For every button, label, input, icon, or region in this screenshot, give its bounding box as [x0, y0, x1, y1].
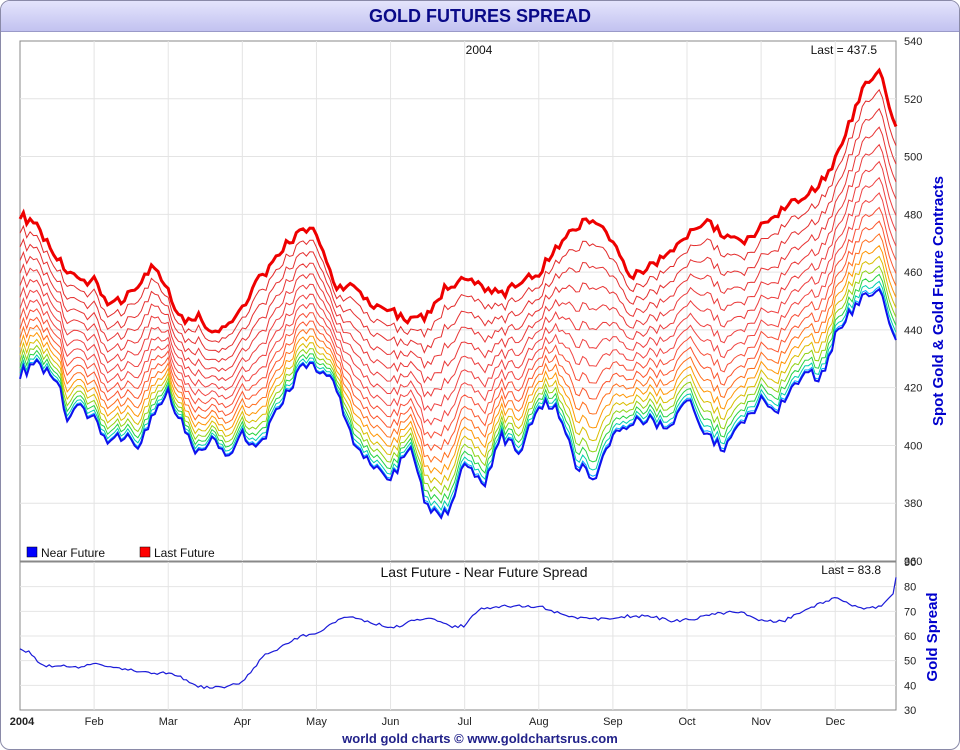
top-panel-last-value: Last = 437.5 — [811, 43, 878, 57]
bottom-y-tick-label: 70 — [904, 606, 916, 618]
futures-contract-line — [19, 255, 897, 486]
futures-contract-line — [19, 265, 897, 496]
futures-contract-line — [19, 126, 897, 370]
futures-contract-line — [19, 206, 897, 439]
x-tick-label: Sep — [603, 716, 623, 728]
futures-contract-line — [19, 143, 897, 384]
bottom-y-tick-label: 40 — [904, 680, 916, 692]
footer-credit: world gold charts © www.goldchartsrus.co… — [342, 731, 618, 746]
top-y-tick-labels: 360 380 400 420 440 460 480 500 520 540 — [904, 36, 922, 568]
top-y-tick-label: 460 — [904, 267, 922, 279]
near-future-line — [19, 287, 897, 520]
bottom-y-tick-labels: 30 40 50 60 70 80 90 — [904, 557, 916, 717]
legend-swatch-last-future — [139, 546, 151, 558]
x-tick-label: Oct — [678, 716, 695, 728]
bottom-y-tick-label: 90 — [904, 557, 916, 569]
bottom-y-tick-label: 60 — [904, 631, 916, 643]
x-tick-label: Feb — [85, 716, 104, 728]
top-y-tick-label: 380 — [904, 498, 922, 510]
legend-swatch-near-future — [26, 546, 38, 558]
x-tick-label: Jun — [382, 716, 400, 728]
x-tick-label: Mar — [159, 716, 178, 728]
top-y-tick-label: 540 — [904, 36, 922, 48]
futures-contract-line — [19, 280, 897, 511]
bottom-panel-last-value: Last = 83.8 — [821, 563, 881, 577]
futures-contract-line — [19, 176, 897, 412]
futures-contract-line — [19, 160, 897, 398]
top-y-tick-label: 500 — [904, 152, 922, 164]
top-y-tick-label: 360 — [904, 556, 922, 568]
futures-contract-line — [19, 244, 897, 476]
spread-line — [19, 577, 897, 690]
x-tick-label: May — [306, 716, 327, 728]
x-tick-label: Apr — [234, 716, 251, 728]
top-y-tick-label: 440 — [904, 325, 922, 337]
futures-contract-line — [19, 107, 897, 354]
top-panel-title: 2004 — [466, 43, 493, 57]
x-tick-label: 2004 — [10, 716, 35, 728]
futures-contract-line — [19, 220, 897, 452]
last-future-line — [18, 67, 898, 334]
bottom-y-tick-label: 80 — [904, 582, 916, 594]
chart-title: GOLD FUTURES SPREAD — [368, 6, 591, 26]
x-tick-label: Dec — [825, 716, 845, 728]
bottom-y-axis-label: Gold Spread — [924, 592, 941, 681]
futures-contract-line — [19, 273, 897, 504]
x-tick-label: Nov — [751, 716, 771, 728]
bottom-gridlines — [20, 562, 896, 710]
top-y-tick-label: 520 — [904, 94, 922, 106]
top-y-tick-label: 480 — [904, 209, 922, 221]
bottom-y-tick-label: 30 — [904, 705, 916, 717]
bottom-panel-title: Last Future - Near Future Spread — [381, 564, 588, 580]
legend-label-last-future: Last Future — [154, 546, 215, 560]
top-y-axis-label: Spot Gold & Gold Future Contracts — [930, 176, 947, 426]
futures-contract-line — [19, 192, 897, 426]
legend-label-near-future: Near Future — [41, 546, 105, 560]
title-bar: GOLD FUTURES SPREAD — [1, 1, 959, 32]
bottom-y-tick-label: 50 — [904, 656, 916, 668]
futures-contract-line — [19, 88, 897, 343]
futures-contract-line — [19, 233, 897, 464]
x-tick-label: Jul — [458, 716, 472, 728]
x-axis-tick-labels: 2004 Feb Mar Apr May Jun Jul Aug Sep Oct Nov Dec — [10, 716, 846, 728]
top-gridlines — [20, 41, 896, 561]
top-y-tick-label: 420 — [904, 383, 922, 395]
top-y-tick-label: 400 — [904, 440, 922, 452]
x-tick-label: Aug — [529, 716, 549, 728]
